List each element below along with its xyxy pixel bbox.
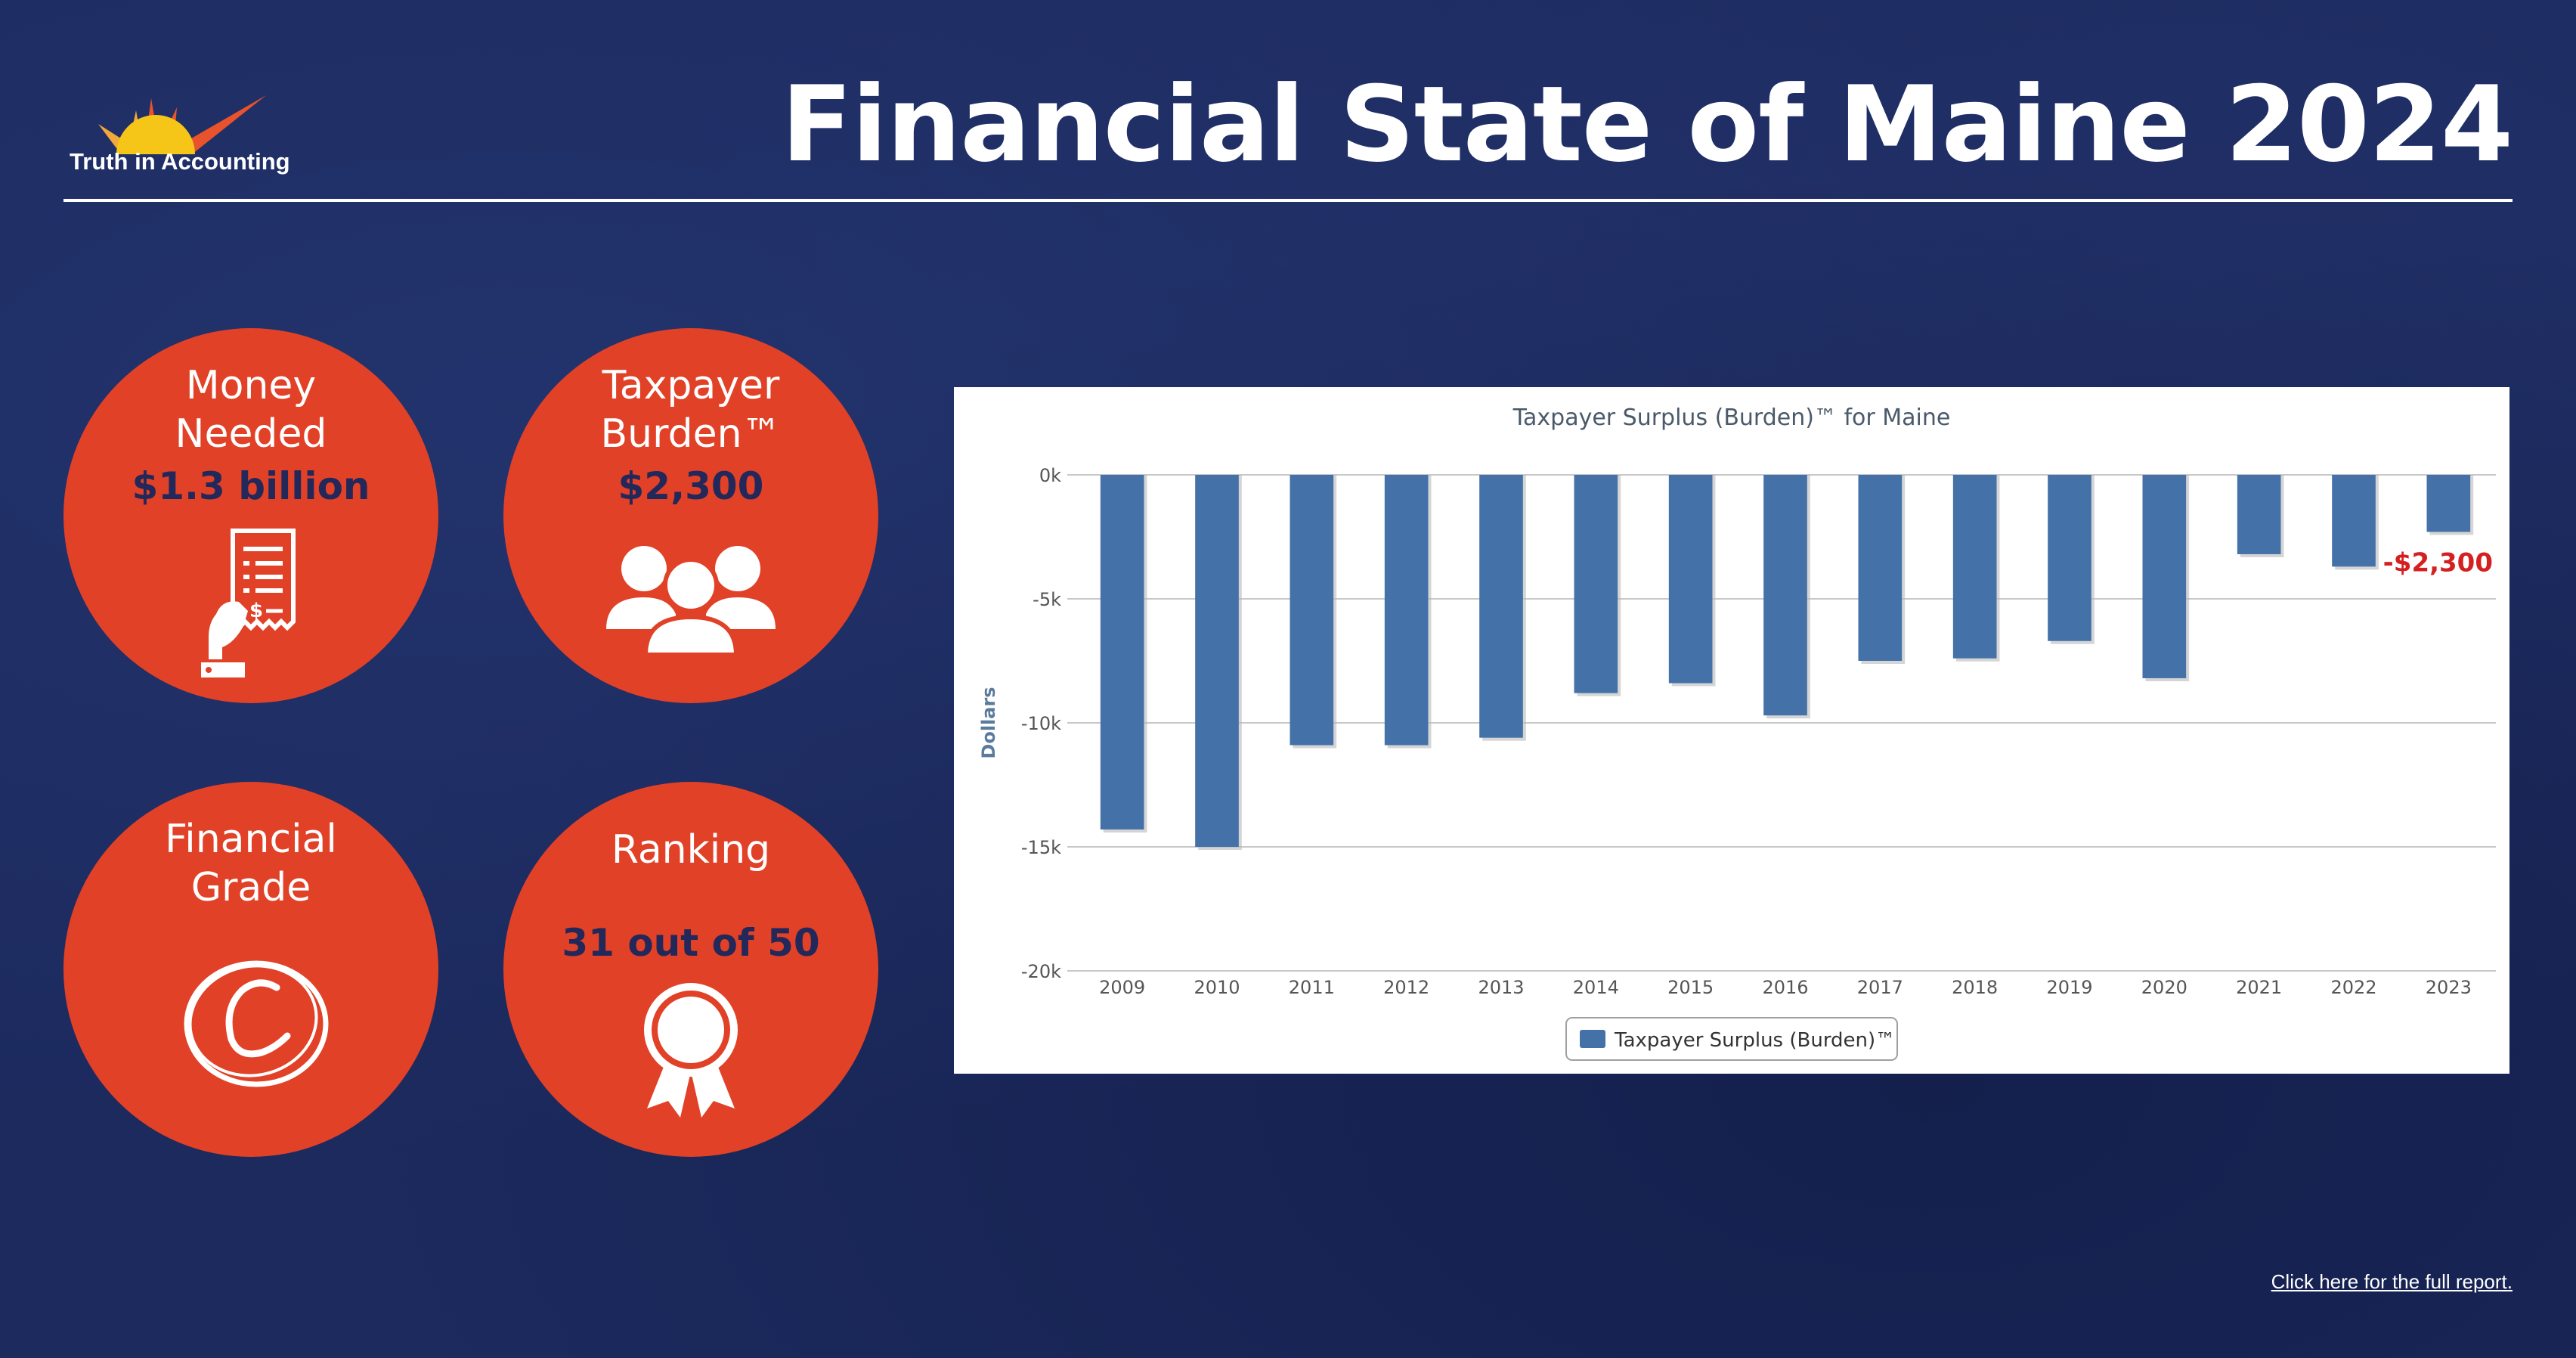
legend-box bbox=[1565, 1017, 1898, 1061]
x-tick-label: 2010 bbox=[1194, 977, 1240, 998]
x-tick-label: 2017 bbox=[1857, 977, 1903, 998]
bar-2015[interactable] bbox=[1668, 475, 1713, 684]
taxpayer-burden-label: Taxpayer Burden™ bbox=[600, 363, 782, 457]
page-title: Financial State of Maine 2024 bbox=[781, 64, 2513, 185]
taxpayer-burden-chart: Taxpayer Surplus (Burden)™ for Maine Dol… bbox=[954, 387, 2509, 1074]
bar-2019[interactable] bbox=[2048, 475, 2091, 641]
grade-c-icon bbox=[177, 954, 336, 1093]
full-report-link[interactable]: Click here for the full report. bbox=[2271, 1270, 2513, 1293]
chart-legend[interactable]: Taxpayer Surplus (Burden)™ bbox=[1565, 1017, 1898, 1061]
bar-2012[interactable] bbox=[1384, 475, 1429, 746]
financial-grade-label: Financial Grade bbox=[165, 817, 337, 910]
legend-swatch bbox=[1580, 1030, 1605, 1048]
latest-value-callout: -$2,300 bbox=[2383, 547, 2493, 578]
ranking-label: Ranking bbox=[611, 827, 771, 873]
title-divider bbox=[63, 199, 2513, 202]
bar-2020[interactable] bbox=[2142, 475, 2187, 678]
y-axis-label: Dollars bbox=[978, 687, 999, 758]
brand-name: Truth in Accounting bbox=[70, 148, 290, 175]
svg-text:$: $ bbox=[249, 600, 263, 622]
x-tick-label: 2015 bbox=[1667, 977, 1714, 998]
chart-title: Taxpayer Surplus (Burden)™ for Maine bbox=[1512, 405, 1951, 431]
bar-2022[interactable] bbox=[2332, 475, 2376, 567]
bar-chart-svg: Taxpayer Surplus (Burden)™ for Maine Dol… bbox=[978, 405, 2496, 1061]
brand-logo[interactable] bbox=[63, 64, 305, 184]
bar-2011[interactable] bbox=[1290, 475, 1334, 746]
x-tick-label: 2012 bbox=[1383, 977, 1429, 998]
bar-2018[interactable] bbox=[1952, 475, 1997, 659]
x-tick-label: 2023 bbox=[2426, 977, 2472, 998]
x-tick-label: 2018 bbox=[1952, 977, 1998, 998]
award-ribbon-icon bbox=[638, 980, 744, 1127]
x-tick-label: 2022 bbox=[2330, 977, 2376, 998]
legend-label: Taxpayer Surplus (Burden)™ bbox=[1614, 1029, 1895, 1052]
financial-grade-card: Financial Grade bbox=[63, 782, 438, 1157]
bar-2010[interactable] bbox=[1195, 475, 1239, 847]
y-axis-ticks: 0k -5k -10k -15k -20k bbox=[1021, 465, 1061, 982]
bar-2013[interactable] bbox=[1479, 475, 1523, 738]
taxpayer-burden-value: $2,300 bbox=[618, 464, 764, 508]
x-tick-label: 2011 bbox=[1289, 977, 1335, 998]
ranking-value: 31 out of 50 bbox=[562, 921, 820, 965]
money-needed-card: Money Needed $1.3 billion $ bbox=[63, 328, 438, 703]
x-tick-label: 2016 bbox=[1762, 977, 1808, 998]
bar-2023[interactable] bbox=[2426, 475, 2471, 532]
receipt-hand-icon: $ bbox=[200, 523, 305, 685]
x-tick-label: 2020 bbox=[2141, 977, 2187, 998]
y-tick-label: -15k bbox=[1021, 837, 1061, 858]
x-tick-label: 2013 bbox=[1478, 977, 1524, 998]
bar-2009[interactable] bbox=[1100, 475, 1144, 830]
bar-2017[interactable] bbox=[1858, 475, 1903, 661]
money-needed-value: $1.3 billion bbox=[132, 464, 370, 508]
people-group-icon bbox=[606, 541, 776, 658]
taxpayer-burden-card: Taxpayer Burden™ $2,300 bbox=[503, 328, 878, 703]
ranking-card: Ranking 31 out of 50 bbox=[503, 782, 878, 1157]
x-tick-label: 2019 bbox=[2046, 977, 2092, 998]
sun-logo-icon bbox=[98, 95, 266, 154]
x-axis-ticks: 2009 2010 2011 2012 2013 2014 2015 2016 2017 2018… bbox=[1099, 977, 2472, 998]
y-tick-label: -20k bbox=[1021, 961, 1061, 982]
y-tick-label: -10k bbox=[1021, 713, 1061, 734]
bar-2021[interactable] bbox=[2237, 475, 2281, 554]
y-tick-label: 0k bbox=[1039, 465, 1061, 486]
bars bbox=[1100, 475, 2474, 850]
x-tick-label: 2014 bbox=[1573, 977, 1619, 998]
x-tick-label: 2021 bbox=[2236, 977, 2282, 998]
bar-2014[interactable] bbox=[1574, 475, 1618, 693]
x-tick-label: 2009 bbox=[1099, 977, 1145, 998]
bar-2016[interactable] bbox=[1763, 475, 1807, 716]
money-needed-label: Money Needed bbox=[175, 363, 327, 457]
y-tick-label: -5k bbox=[1033, 589, 1061, 610]
